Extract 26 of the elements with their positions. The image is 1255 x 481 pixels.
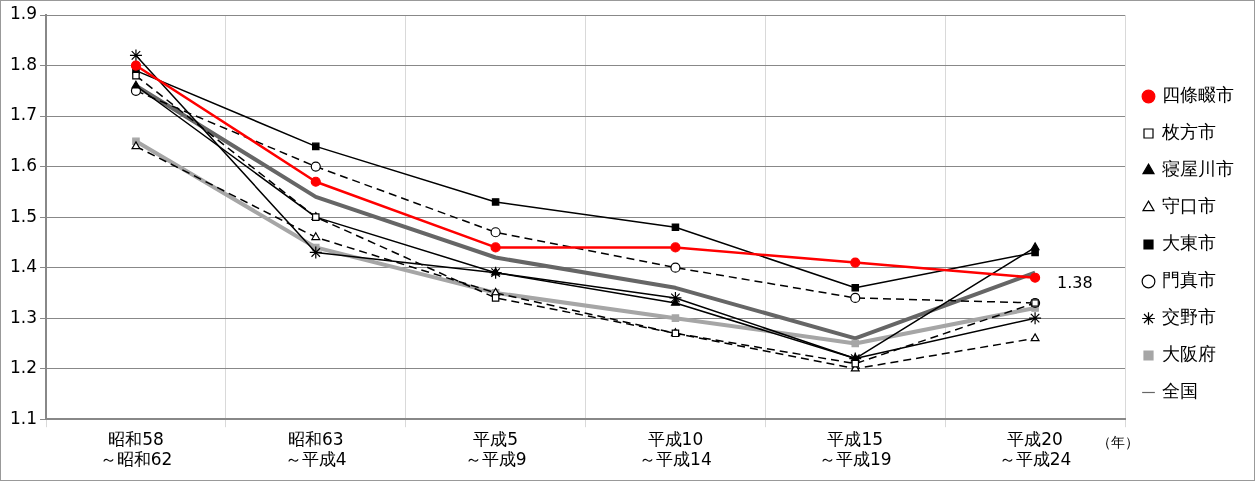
legend-label: 四條畷市 — [1162, 84, 1234, 106]
legend-label: 交野市 — [1162, 306, 1216, 328]
y-tick-label: 1.3 — [9, 306, 38, 327]
y-tick-label: 1.9 — [9, 3, 38, 24]
legend-label: 全国 — [1162, 380, 1198, 402]
y-tick-label: 1.4 — [9, 256, 38, 277]
legend-label: 門真市 — [1162, 269, 1216, 291]
x-axis-title: （年） — [1097, 433, 1140, 450]
y-tick-label: 1.2 — [9, 357, 38, 378]
x-tick-label: 昭和63 ～平成4 — [284, 428, 347, 470]
legend-label: 守口市 — [1162, 195, 1216, 217]
x-tick-label: 平成20 ～平成24 — [998, 428, 1072, 470]
annotation: 1.38 — [1057, 272, 1093, 292]
legend-label: 枚方市 — [1161, 121, 1216, 143]
y-tick-label: 1.6 — [9, 155, 38, 175]
y-tick-label: 1.7 — [9, 104, 38, 125]
legend-label: 大東市 — [1162, 232, 1216, 254]
legend-label: 大阪府 — [1162, 343, 1216, 365]
y-tick-label: 1.1 — [9, 407, 38, 428]
x-tick-label: 昭和58 ～昭和62 — [99, 428, 173, 470]
y-tick-label: 1.8 — [9, 53, 38, 74]
x-tick-label: 平成5 ～平成9 — [464, 428, 527, 470]
y-tick-label: 1.5 — [9, 205, 38, 226]
x-tick-label: 平成15 ～平成19 — [818, 428, 892, 470]
x-tick-label: 平成10 ～平成14 — [639, 428, 712, 470]
legend-label: 寝屋川市 — [1162, 158, 1234, 180]
